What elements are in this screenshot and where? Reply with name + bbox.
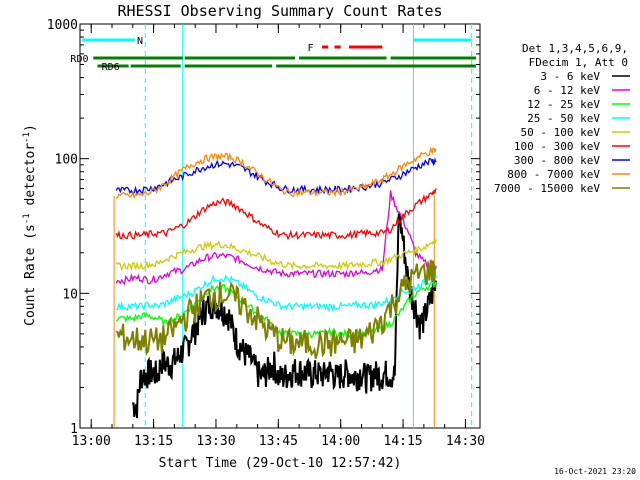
plot-frame: [79, 23, 481, 429]
x-tick-label: 14:00: [321, 434, 360, 449]
series-line-5: [115, 239, 437, 272]
x-tick-label: 13:15: [134, 434, 173, 449]
series-line-4: [116, 273, 437, 313]
chart-title: RHESSI Observing Summary Count Rates: [117, 2, 442, 20]
legend-label: 25 - 50 keV: [527, 112, 600, 125]
x-tick-label: 13:30: [196, 434, 235, 449]
x-tick-label: 13:00: [72, 434, 111, 449]
x-axis-label: Start Time (29-Oct-10 12:57:42): [159, 456, 402, 471]
x-tick-label: 14:15: [384, 434, 423, 449]
legend-label: 3 - 6 keV: [540, 70, 600, 83]
series-line-6: [115, 188, 437, 241]
series-line-2: [115, 190, 437, 286]
x-tick-label: 14:30: [446, 434, 485, 449]
y-axis-label-tail: detector: [23, 143, 38, 214]
y-tick-label: 1: [70, 422, 78, 437]
series-line-1: [131, 213, 438, 419]
x-tick-label: 13:45: [259, 434, 298, 449]
y-tick-label: 100: [55, 153, 78, 168]
y-axis-label-sup: -1: [22, 213, 32, 224]
legend-label: 800 - 7000 keV: [507, 168, 600, 181]
legend-header: Det 1,3,4,5,6,9,: [522, 42, 628, 55]
y-axis-label-close: ): [23, 124, 38, 132]
legend-label: 100 - 300 keV: [514, 140, 600, 153]
legend-label: 300 - 800 keV: [514, 154, 600, 167]
legend-label: 6 - 12 keV: [534, 84, 601, 97]
legend-label: 7000 - 15000 keV: [494, 182, 600, 195]
flag-label-N: N: [137, 36, 143, 47]
flag-label-RD6: RD6: [102, 62, 120, 73]
y-axis-label-main: Count Rate (s: [23, 224, 38, 326]
y-axis-label: Count Rate (s-1 detector-1): [22, 124, 38, 326]
legend-label: 12 - 25 keV: [527, 98, 600, 111]
series-line-7: [115, 157, 437, 196]
y-tick-label: 10: [62, 287, 78, 302]
series-line-8: [115, 146, 437, 200]
series-line-9: [115, 259, 437, 359]
y-tick-label: 1000: [47, 18, 78, 33]
legend: Det 1,3,4,5,6,9,FDecim 1, Att 03 - 6 keV…: [494, 42, 630, 195]
plot-layer: 1 10 100 1000 13:00 13:15 13:30 13:45 14:00 14:15…: [47, 18, 485, 449]
footer-date: 16-Oct-2021 23:20: [554, 467, 636, 476]
legend-header: FDecim 1, Att 0: [529, 56, 628, 69]
legend-label: 50 - 100 keV: [521, 126, 601, 139]
flag-label-RD0: RD0: [70, 54, 88, 65]
flag-label-F: F: [307, 43, 313, 54]
y-axis-label-sup2: -1: [22, 132, 32, 143]
